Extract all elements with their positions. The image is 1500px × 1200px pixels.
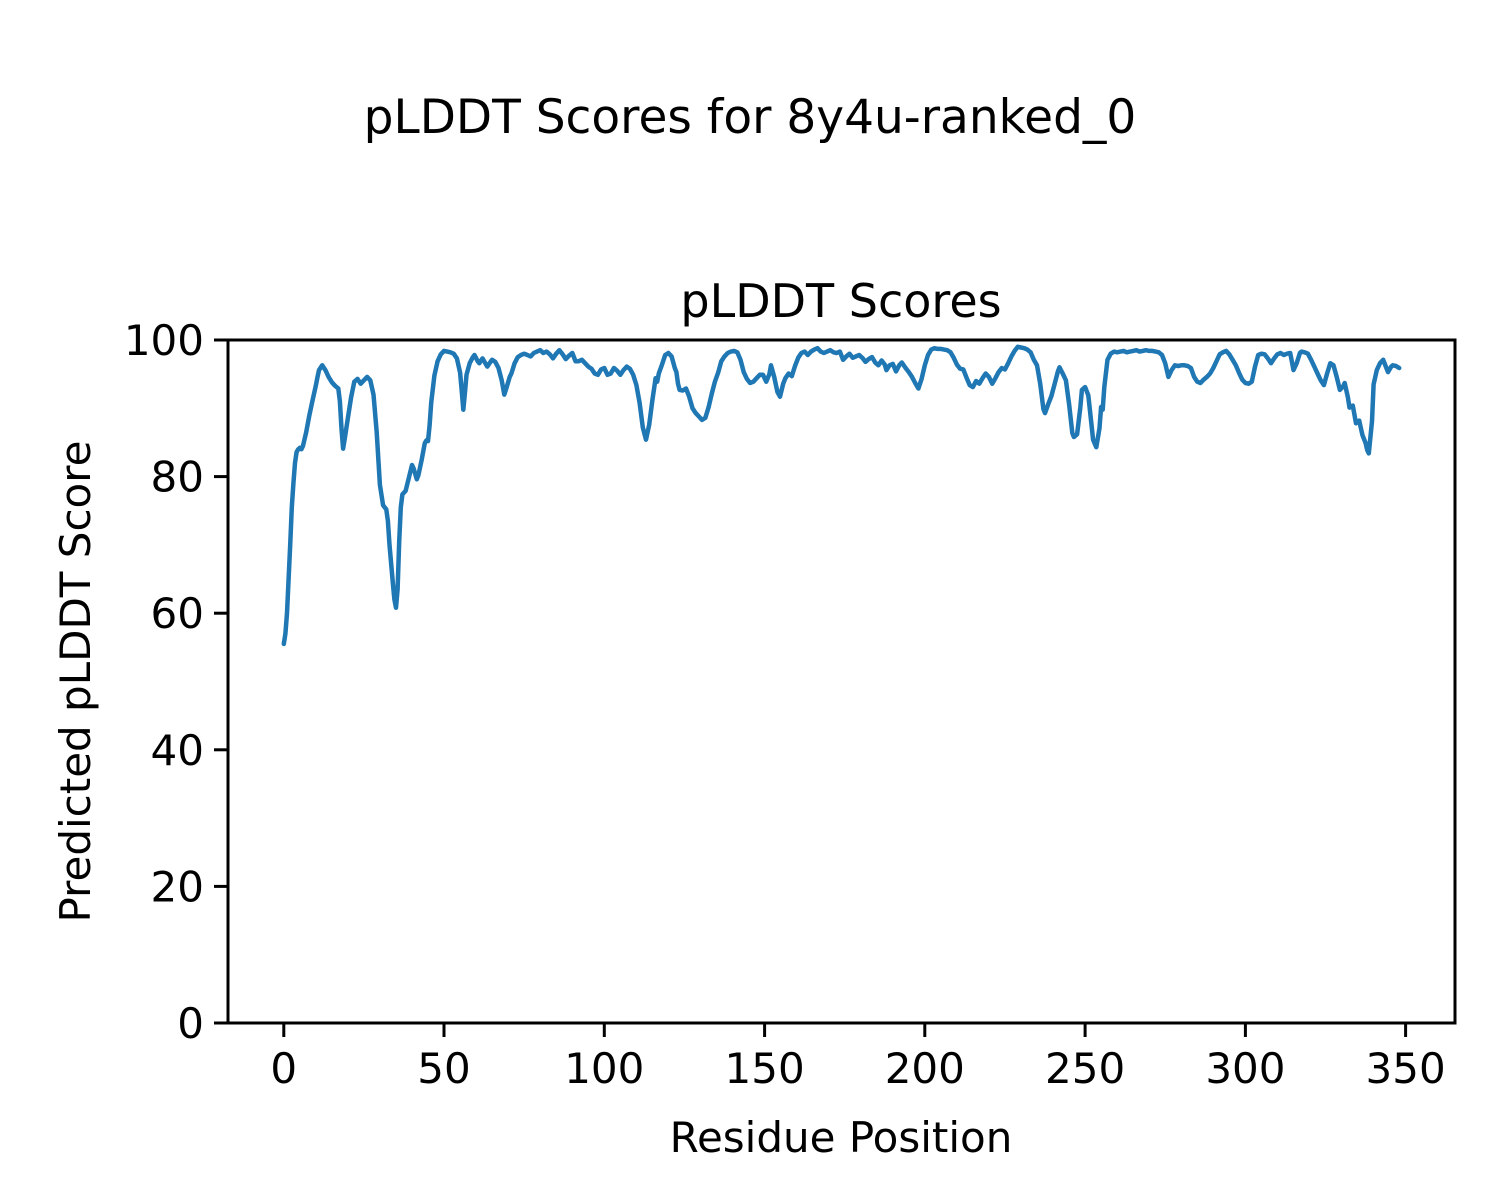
y-tick-label: 40	[151, 726, 204, 775]
axes-frame	[226, 338, 1457, 1025]
y-tick-label: 100	[124, 316, 204, 365]
x-tick-label: 50	[417, 1044, 470, 1093]
x-tick-label: 250	[1045, 1044, 1125, 1093]
x-axis-label: Residue Position	[670, 1113, 1013, 1162]
x-tick-label: 100	[564, 1044, 644, 1093]
y-tick-label: 20	[151, 862, 204, 911]
x-tick-label: 150	[725, 1044, 805, 1093]
x-axis-ticks: 0 50 100 150 200 250 300 350	[270, 1023, 1446, 1093]
y-tick-label: 60	[151, 589, 204, 638]
y-tick-label: 0	[177, 999, 204, 1048]
axes-title: pLDDT Scores	[680, 274, 1001, 328]
y-axis-ticks: 0 20 40 60 80 100	[124, 316, 228, 1048]
x-tick-label: 200	[885, 1044, 965, 1093]
y-tick-label: 80	[151, 453, 204, 502]
plddt-line	[281, 344, 1402, 647]
x-tick-label: 350	[1366, 1044, 1446, 1093]
x-tick-label: 0	[270, 1044, 297, 1093]
figure-title: pLDDT Scores for 8y4u-ranked_0	[364, 90, 1137, 145]
y-axis-label: Predicted pLDDT Score	[51, 441, 100, 923]
x-tick-label: 300	[1205, 1044, 1285, 1093]
